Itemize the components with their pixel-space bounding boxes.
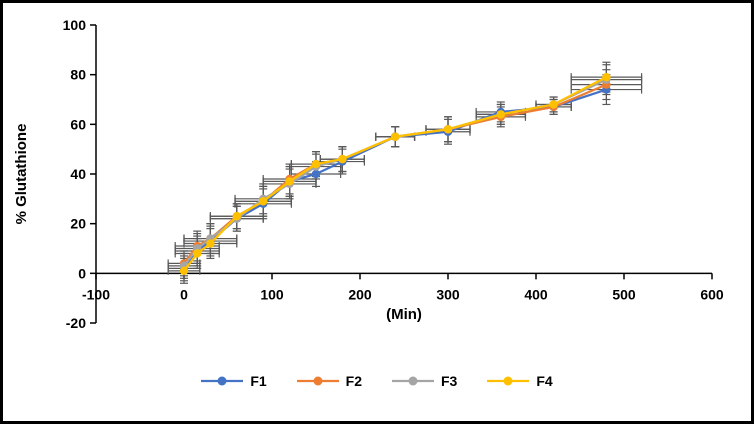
- x-tick-label: 200: [348, 286, 372, 302]
- legend-label-f4: F4: [536, 373, 553, 389]
- legend-item-f3: F3: [392, 373, 457, 389]
- legend-item-f2: F2: [296, 373, 362, 389]
- series-marker-f4: [285, 177, 294, 186]
- legend-marker-f4: [487, 376, 530, 386]
- y-tick-label: 0: [78, 265, 86, 281]
- y-tick-label: 20: [70, 216, 86, 232]
- series-marker-f4: [311, 159, 321, 169]
- legend-item-f4: F4: [487, 373, 553, 389]
- x-tick-label: 100: [260, 286, 284, 302]
- legend-label-f2: F2: [345, 373, 362, 389]
- x-axis-title: (Min): [386, 306, 422, 323]
- series-line-f2: [183, 83, 607, 265]
- y-tick-label: 80: [70, 67, 86, 83]
- legend-marker-f2: [296, 376, 339, 386]
- legend-marker-f1: [201, 376, 244, 386]
- line-chart: -20 0 20 40 60 80 100 -100 0 100 200 300 400 500 600 (…: [13, 17, 724, 331]
- series-marker-f4: [338, 154, 347, 164]
- series-marker-f4: [549, 100, 558, 109]
- series-marker-f4: [496, 110, 505, 119]
- chart-legend: F1 F2 F3 F4: [201, 361, 553, 401]
- legend-item-f1: F1: [201, 373, 267, 389]
- series-marker-f4: [602, 72, 611, 82]
- legend-label-f1: F1: [250, 373, 267, 389]
- plot-area: -20 0 20 40 60 80 100 -100 0 100 200 300 400 500 600: [63, 17, 724, 331]
- series-marker-f4: [193, 249, 202, 258]
- series-marker-f4: [232, 212, 241, 221]
- series-marker-f4: [179, 266, 189, 276]
- legend-marker-f3: [392, 376, 434, 386]
- series-marker-f4: [391, 132, 400, 141]
- y-tick-label: 60: [70, 116, 86, 132]
- series-marker-f4: [259, 197, 268, 206]
- x-tick-label: 400: [524, 286, 548, 302]
- series-marker-f4: [206, 239, 215, 248]
- x-tick-label: 600: [700, 286, 724, 302]
- series-marker-f4: [443, 125, 453, 134]
- y-tick-label: 40: [70, 166, 86, 182]
- x-tick-label: 0: [180, 286, 188, 302]
- series-marker-f1: [311, 169, 321, 179]
- y-tick-label: -20: [66, 315, 86, 331]
- series-line-f4: [183, 76, 607, 272]
- series-line-f1: [183, 88, 607, 270]
- x-tick-label: 300: [436, 286, 460, 302]
- y-tick-label: 100: [63, 17, 87, 33]
- x-tick-label: -100: [82, 286, 110, 302]
- y-axis-title: % Glutathione: [13, 124, 30, 225]
- x-tick-label: 500: [612, 286, 636, 302]
- legend-label-f3: F3: [441, 373, 458, 389]
